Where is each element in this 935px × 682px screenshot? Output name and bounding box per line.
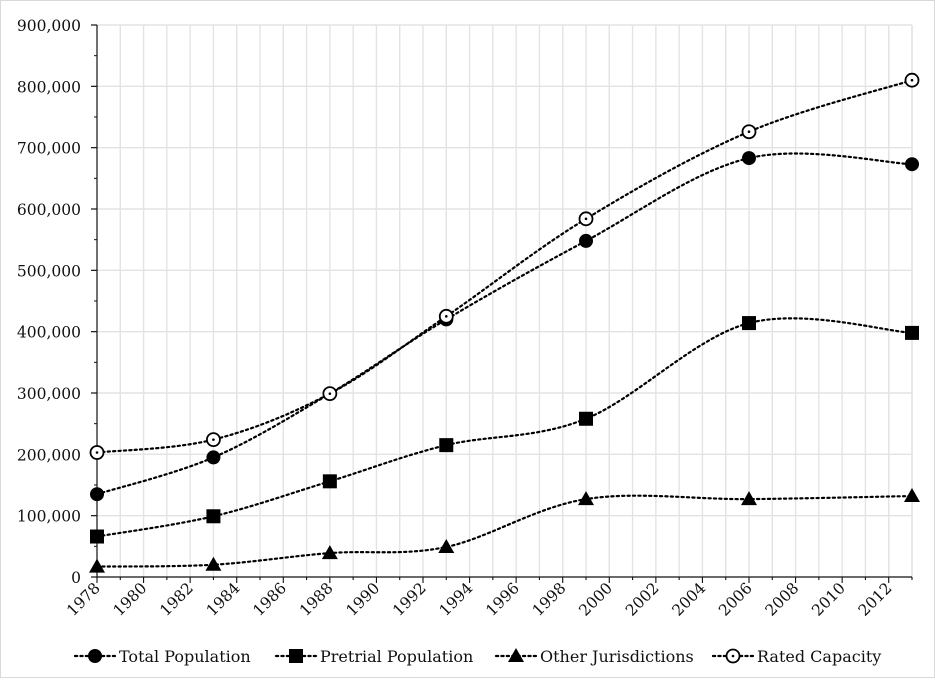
data-point-rated-capacity: [438, 308, 454, 324]
y-tick-label: 200,000: [17, 446, 81, 464]
legend-label-total-population: Total Population: [119, 647, 251, 666]
data-point-pretrial-population: [322, 474, 337, 489]
data-point-pretrial-population: [742, 316, 756, 331]
legend-marker-pretrial-population: [289, 649, 303, 663]
data-point-rated-capacity: [206, 432, 221, 448]
y-tick-label: 800,000: [17, 78, 81, 96]
y-tick-label: 0: [71, 569, 81, 587]
y-tick-label: 500,000: [17, 262, 81, 280]
data-point-other-jurisdictions: [89, 558, 105, 573]
data-point-total-population: [206, 450, 221, 465]
data-point-rated-capacity: [89, 445, 105, 460]
legend-label-other-jurisdictions: Other Jurisdictions: [540, 647, 694, 666]
y-tick-label: 600,000: [17, 201, 81, 219]
data-point-total-population: [905, 157, 919, 172]
data-point-other-jurisdictions: [741, 491, 757, 506]
y-tick-label: 700,000: [17, 140, 81, 158]
data-point-rated-capacity: [578, 211, 594, 227]
data-point-pretrial-population: [206, 509, 221, 524]
y-tick-label: 300,000: [17, 385, 81, 403]
legend-label-pretrial-population: Pretrial Population: [320, 647, 473, 666]
legend-marker-rated-capacity: [725, 648, 741, 664]
data-point-other-jurisdictions: [578, 491, 594, 506]
data-point-pretrial-population: [439, 438, 454, 453]
data-point-total-population: [579, 233, 593, 248]
y-tick-label: 100,000: [17, 508, 81, 526]
legend-marker-total-population: [88, 649, 102, 663]
legend-label-rated-capacity: Rated Capacity: [757, 647, 881, 666]
data-point-other-jurisdictions: [438, 538, 455, 553]
y-tick-label: 400,000: [17, 324, 81, 342]
data-point-total-population: [90, 487, 104, 502]
y-tick-label: 900,000: [17, 17, 81, 35]
data-point-pretrial-population: [905, 325, 919, 340]
data-point-total-population: [742, 151, 756, 166]
data-point-other-jurisdictions: [205, 556, 222, 571]
data-point-other-jurisdictions: [321, 545, 338, 560]
data-point-rated-capacity: [741, 124, 757, 140]
data-point-pretrial-population: [90, 529, 104, 544]
data-point-rated-capacity: [322, 386, 338, 402]
legend-marker-other-jurisdictions: [508, 648, 524, 662]
data-point-rated-capacity: [904, 72, 920, 88]
data-point-pretrial-population: [579, 411, 593, 426]
data-point-other-jurisdictions: [904, 488, 920, 503]
